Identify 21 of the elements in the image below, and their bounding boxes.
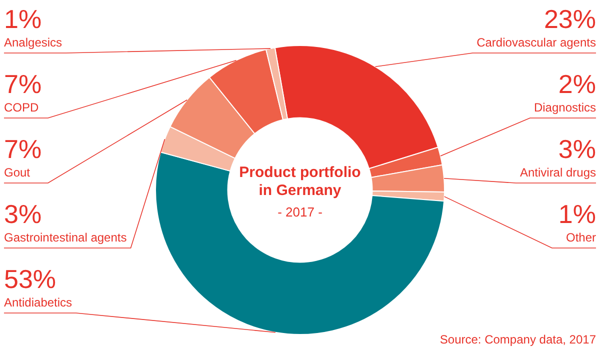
slice-label: Analgesics <box>4 35 62 50</box>
data-label: 1% <box>558 199 596 230</box>
data-label: 2% <box>558 69 596 100</box>
text: - 2017 - <box>278 204 322 220</box>
source-note: Source: Company data, 2017 <box>440 332 596 346</box>
slice-label: Cardiovascular agents <box>476 35 596 50</box>
slice-label: Gastrointestinal agents <box>4 230 127 244</box>
slice-label: Other <box>566 230 596 244</box>
slice-label: Gout <box>4 165 31 180</box>
data-label: 7% <box>4 69 42 100</box>
slice-label: Diagnostics <box>534 100 596 114</box>
data-label: 7% <box>4 134 42 164</box>
data-label: 3% <box>558 134 596 164</box>
slice-label: Antidiabetics <box>4 295 72 310</box>
data-label: 1% <box>4 4 42 34</box>
text: Product portfolio in Germany <box>239 164 361 200</box>
data-label: 3% <box>4 199 42 230</box>
data-label: 53% <box>4 264 56 294</box>
slice-label: COPD <box>4 100 40 114</box>
slice-label: Antiviral drugs <box>520 165 596 180</box>
data-label: 23% <box>544 4 596 34</box>
